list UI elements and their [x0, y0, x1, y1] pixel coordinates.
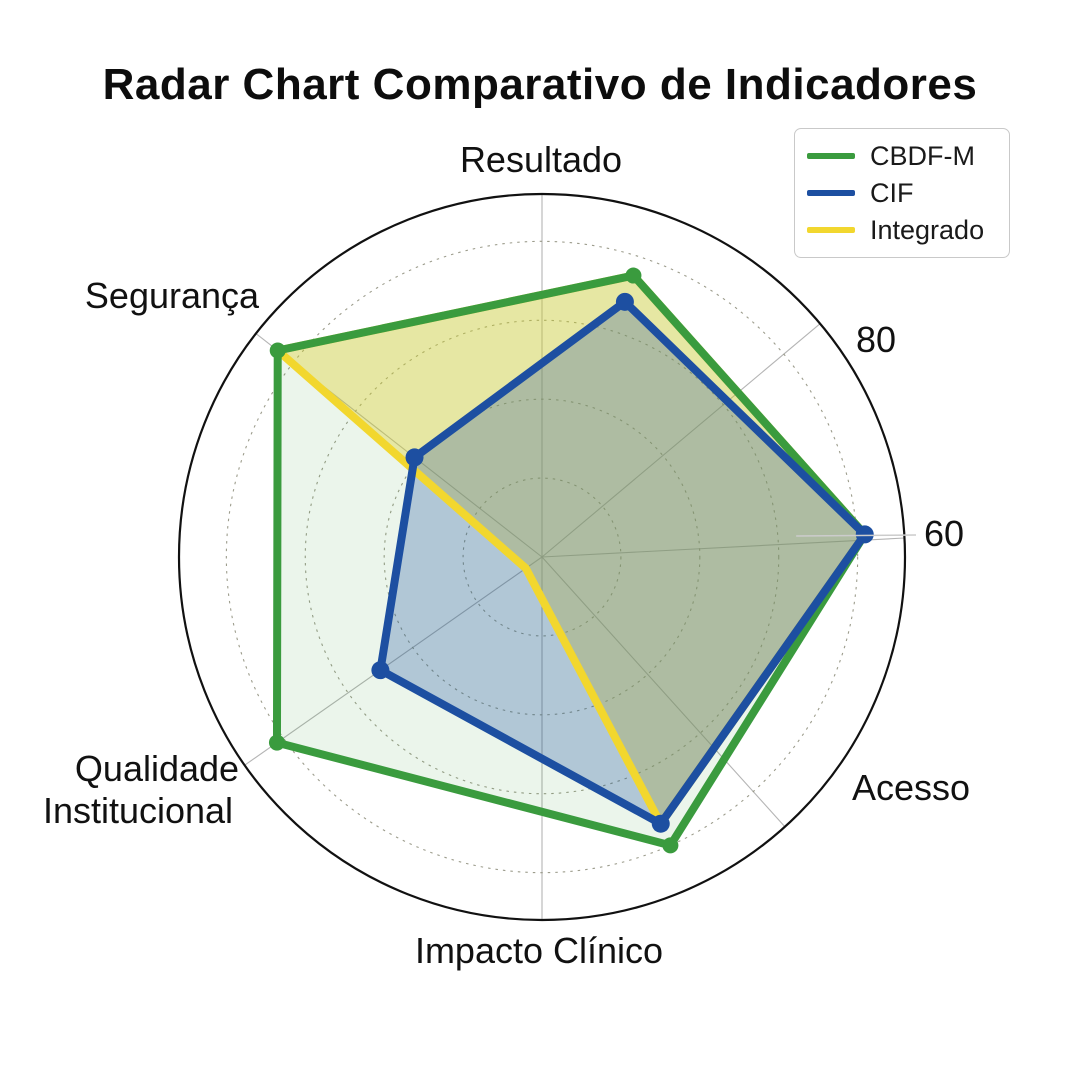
series-point-cbdf-m: [662, 837, 679, 854]
axis-boundary-circle: [177, 192, 907, 922]
series-fill-cif: [380, 301, 865, 824]
series-fill-integrado: [277, 275, 865, 824]
series-fill-cbdf-m: [276, 275, 865, 846]
series-point-cbdf-m: [269, 342, 286, 359]
legend-label: CIF: [870, 177, 914, 208]
axis-label: Qualidade: [75, 748, 239, 789]
radial-tick-label: 60: [924, 513, 964, 554]
legend-label: CBDF-M: [870, 140, 975, 171]
radar-grid-spoke: [541, 537, 905, 558]
series-point-cif: [405, 448, 424, 467]
series-point-cif: [371, 661, 390, 680]
series-point-cif: [651, 814, 670, 833]
legend-line-icon-cif: [807, 190, 855, 196]
legend-label: Integrado: [870, 214, 985, 245]
axis-label: Acesso: [852, 767, 970, 808]
radar-grid-ring: [304, 319, 780, 795]
series-point-cif: [855, 525, 874, 544]
axis-label: Segurança: [85, 275, 260, 316]
legend-item-integrado: Integrado: [807, 213, 997, 247]
series-point-cbdf-m: [268, 734, 285, 751]
axis-label: Impacto Clínico: [415, 930, 663, 971]
axis-label: Institucional: [43, 790, 233, 831]
radar-grid-ring: [383, 398, 701, 716]
radar-grid-ring: [225, 240, 859, 874]
legend-line-icon-cbdf-m: [807, 153, 855, 159]
series-point-cbdf-m: [625, 267, 642, 284]
series-line-cif: [376, 297, 869, 828]
series-point-cif: [615, 292, 634, 311]
radar-grid-ring: [462, 477, 622, 637]
radar-grid-spoke: [541, 556, 786, 828]
radar-grid-spoke: [541, 323, 821, 558]
radial-tick-label: 80: [856, 319, 896, 360]
radar-grid-spoke: [244, 556, 543, 766]
legend-line-icon-integrado: [807, 227, 855, 233]
series-line-cbdf-m: [272, 271, 869, 850]
axis-label: Resultado: [460, 139, 622, 180]
radial-tick-leader: [796, 534, 917, 537]
legend-item-cbdf-m: CBDF-M: [807, 139, 997, 173]
legend-item-cif: CIF: [807, 176, 997, 210]
legend: CBDF-M CIF Integrado: [794, 128, 1010, 258]
chart-title: Radar Chart Comparativo de Indicadores: [102, 60, 978, 109]
